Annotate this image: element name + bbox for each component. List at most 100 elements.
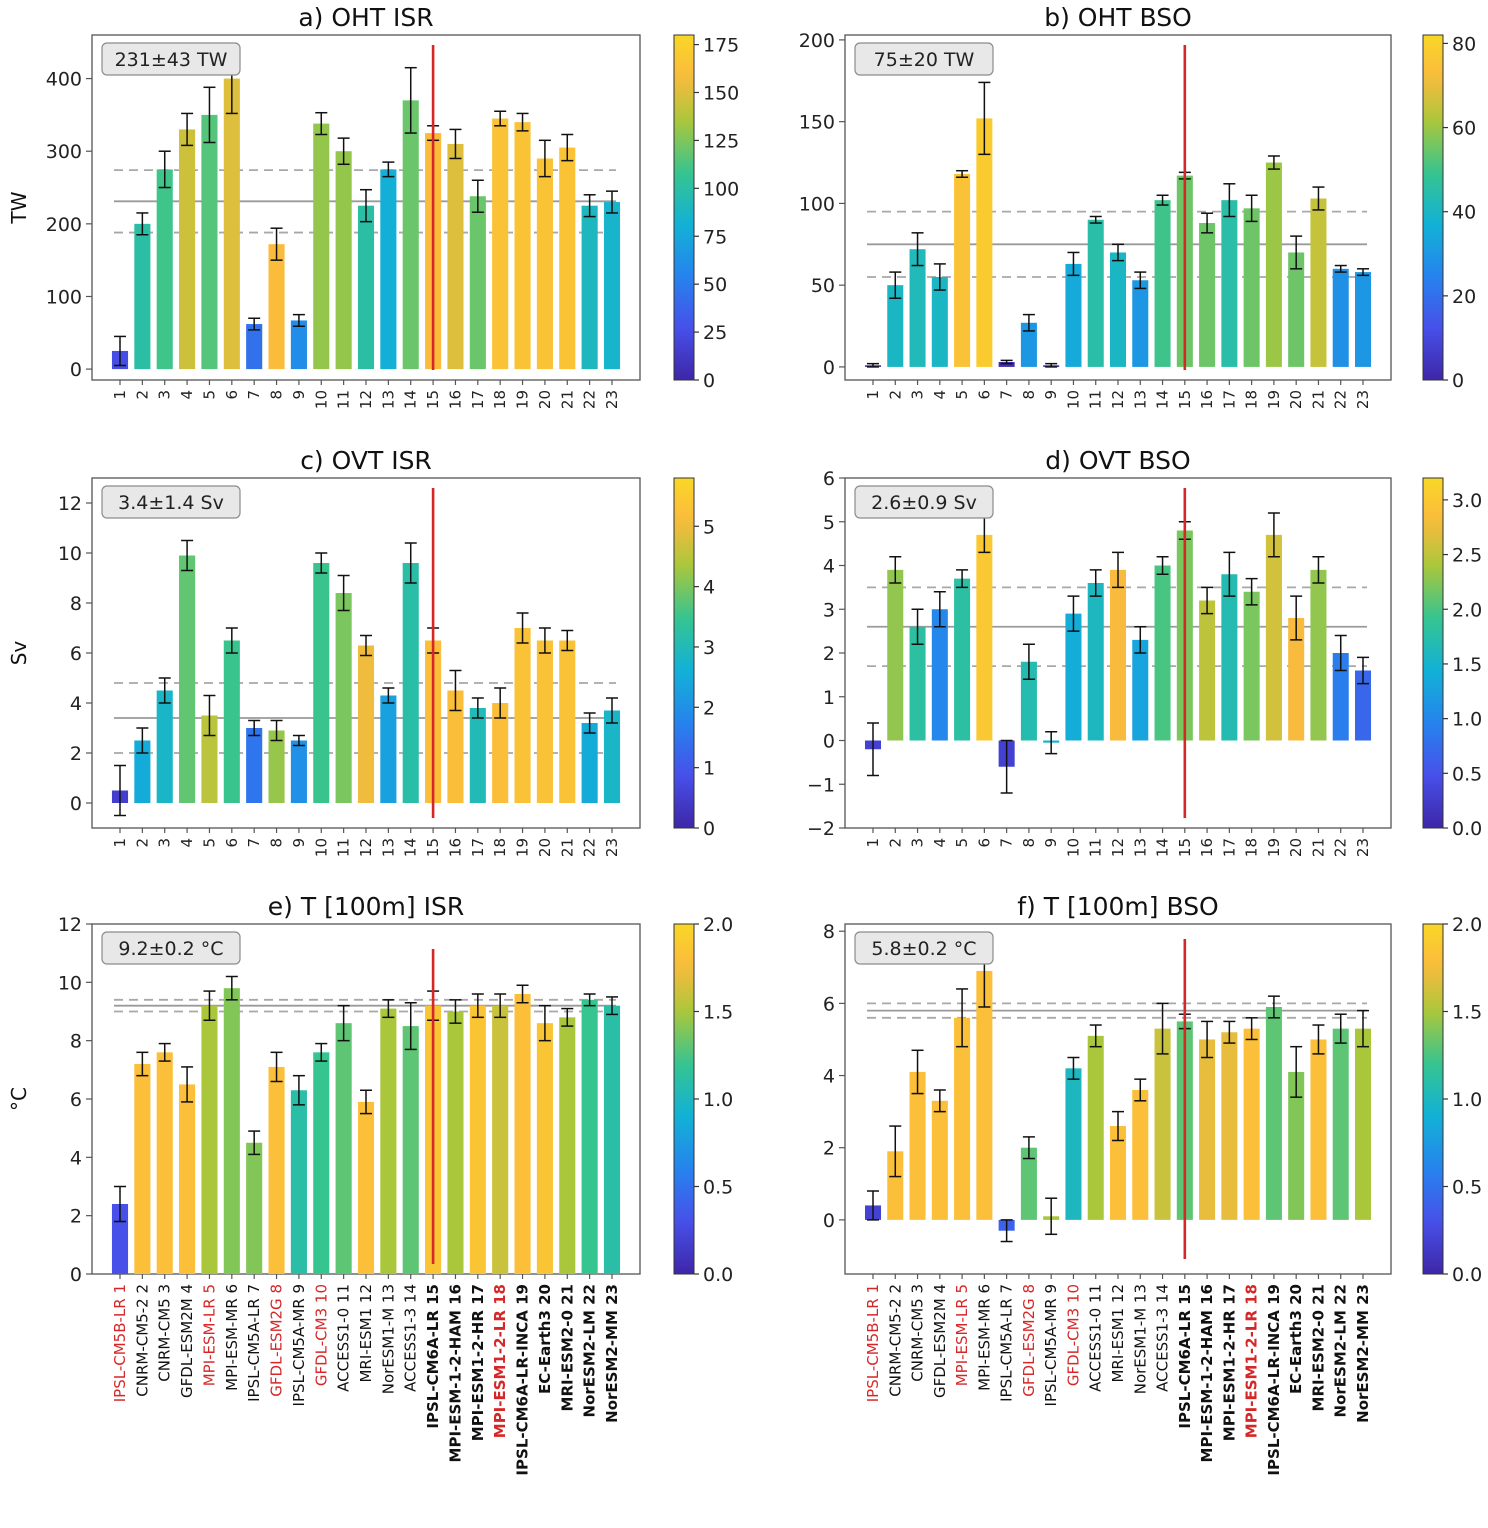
x-tick-label: 22 bbox=[581, 838, 599, 857]
x-tick-label: 17 bbox=[1220, 838, 1238, 857]
bar-16 bbox=[447, 690, 464, 803]
x-tick-label: 5 bbox=[200, 838, 218, 848]
bar-2 bbox=[134, 223, 151, 370]
stats-box bbox=[854, 485, 994, 519]
bar-16 bbox=[447, 143, 464, 370]
bar-9 bbox=[290, 320, 307, 370]
x-tick-label: 5 bbox=[200, 390, 218, 400]
x-tick-label: 17 bbox=[1220, 390, 1238, 409]
x-tick-label: 12 bbox=[1109, 838, 1127, 857]
bar-17 bbox=[469, 196, 486, 370]
stats-box bbox=[854, 931, 994, 965]
bar-23 bbox=[1354, 1028, 1372, 1220]
colorbar-tick-label: 2.0 bbox=[1452, 914, 1482, 936]
x-tick-label: 2 bbox=[133, 390, 151, 400]
bar-10 bbox=[1065, 613, 1082, 741]
x-tick-label: 1 bbox=[864, 390, 882, 400]
x-tick-label: 11 bbox=[335, 390, 353, 409]
y-tick-label: 300 bbox=[46, 141, 82, 163]
y-tick-label: 0 bbox=[70, 359, 82, 381]
x-tick-label: 4 bbox=[178, 390, 196, 400]
x-tick-label: 3 bbox=[156, 390, 174, 400]
colorbar-tick-label: 3 bbox=[703, 637, 715, 659]
x-tick-label: IPSL-CM6A-LR-INCA 19 bbox=[1265, 1284, 1283, 1476]
x-tick-label: CNRM-CM5-2 2 bbox=[886, 1284, 904, 1397]
x-tick-label: 20 bbox=[1287, 838, 1305, 857]
bar-21 bbox=[559, 640, 576, 803]
bar-3 bbox=[909, 1071, 926, 1220]
x-tick-label: 22 bbox=[581, 390, 599, 409]
y-tick-label: 6 bbox=[70, 643, 82, 665]
bar-10 bbox=[313, 123, 330, 370]
bar-23 bbox=[1354, 272, 1372, 367]
bar-18 bbox=[1243, 208, 1260, 367]
x-tick-label: IPSL-CM6A-LR-INCA 19 bbox=[514, 1284, 532, 1476]
colorbar-tick-label: 75 bbox=[703, 226, 727, 248]
bar-18 bbox=[1243, 1028, 1260, 1220]
colorbar-tick-label: 1.5 bbox=[1452, 1002, 1482, 1024]
colorbar-tick-label: 0.5 bbox=[703, 1177, 733, 1199]
x-tick-label: IPSL-CM5B-LR 1 bbox=[864, 1284, 882, 1402]
x-tick-label: IPSL-CM5A-LR 7 bbox=[245, 1284, 263, 1402]
colorbar-tick-label: 40 bbox=[1452, 202, 1476, 224]
panel-title: a) OHT ISR bbox=[298, 3, 433, 32]
x-tick-label: 6 bbox=[975, 390, 993, 400]
bar-10 bbox=[1065, 263, 1082, 367]
x-tick-label: MPI-ESM-LR 5 bbox=[200, 1284, 218, 1386]
x-tick-label: 18 bbox=[1243, 838, 1261, 857]
bar-3 bbox=[909, 626, 926, 741]
y-tick-label: 10 bbox=[58, 972, 82, 994]
x-tick-label: 22 bbox=[1332, 838, 1350, 857]
colorbar-tick-label: 3.0 bbox=[1452, 490, 1482, 512]
colorbar-tick-label: 0.0 bbox=[1452, 1264, 1482, 1286]
bar-5 bbox=[201, 715, 218, 803]
bar-17 bbox=[469, 708, 486, 803]
bar-18 bbox=[492, 118, 509, 370]
x-tick-label: 11 bbox=[1087, 390, 1105, 409]
x-tick-label: 19 bbox=[1265, 390, 1283, 409]
bar-17 bbox=[1221, 200, 1238, 367]
bar-17 bbox=[1221, 1032, 1238, 1220]
bar-4 bbox=[179, 555, 196, 803]
y-tick-label: 4 bbox=[823, 556, 835, 578]
x-tick-label: 2 bbox=[133, 838, 151, 848]
y-tick-label: 100 bbox=[46, 286, 82, 308]
bar-2 bbox=[887, 569, 904, 741]
x-tick-label: 14 bbox=[1154, 390, 1172, 409]
bar-19 bbox=[514, 628, 531, 803]
bar-19 bbox=[1265, 162, 1282, 367]
bar-11 bbox=[335, 593, 352, 803]
panel-f: f) T [100m] BSO 0 2 4 6 8 5.8±0.2 °C IPSL-CM5B-… bbox=[823, 892, 1482, 1476]
x-tick-label: 8 bbox=[1020, 390, 1038, 400]
x-tick-label: MPI-ESM1-2-HR 17 bbox=[469, 1284, 487, 1441]
y-tick-label: 0 bbox=[70, 793, 82, 815]
stats-label: 9.2±0.2 °C bbox=[118, 938, 223, 960]
x-tick-label: 16 bbox=[1198, 838, 1216, 857]
colorbar-tick-label: 2.0 bbox=[1452, 599, 1482, 621]
x-tick-label: EC-Earth3 20 bbox=[1287, 1284, 1305, 1394]
bar-12 bbox=[1109, 252, 1127, 367]
bar-20 bbox=[536, 1023, 553, 1274]
x-tick-label: 22 bbox=[1332, 390, 1350, 409]
x-tick-label: NorESM1-M 13 bbox=[1131, 1284, 1149, 1394]
x-tick-label: 5 bbox=[953, 390, 971, 400]
colorbar-tick-label: 60 bbox=[1452, 118, 1476, 140]
colorbar-tick-label: 0 bbox=[703, 370, 715, 392]
bar-20 bbox=[1288, 618, 1305, 741]
x-tick-label: 14 bbox=[402, 390, 420, 409]
colorbar-tick-label: 1.0 bbox=[1452, 1089, 1482, 1111]
y-tick-label: 2 bbox=[823, 1138, 835, 1160]
y-tick-label: 4 bbox=[70, 693, 82, 715]
stats-label: 5.8±0.2 °C bbox=[871, 938, 976, 960]
y-tick-label: 12 bbox=[58, 914, 82, 936]
bar-23 bbox=[603, 202, 621, 370]
bar-8 bbox=[1020, 661, 1037, 741]
bar-2 bbox=[887, 1151, 904, 1220]
y-tick-label: 150 bbox=[799, 112, 835, 134]
bar-5 bbox=[954, 173, 971, 367]
bar-5 bbox=[201, 114, 218, 370]
bar-16 bbox=[1199, 600, 1216, 741]
colorbar-tick-label: 0.0 bbox=[703, 1264, 733, 1286]
